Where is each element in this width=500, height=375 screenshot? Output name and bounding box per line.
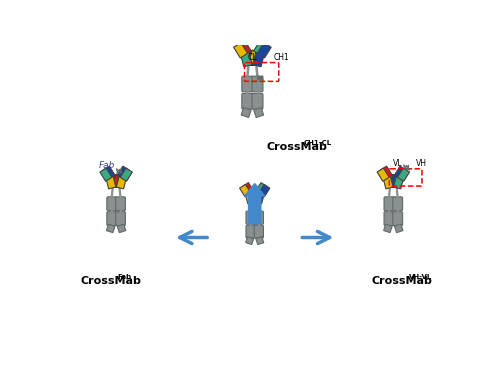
Polygon shape: [394, 177, 404, 189]
Polygon shape: [256, 237, 264, 244]
FancyBboxPatch shape: [393, 212, 402, 226]
Polygon shape: [240, 184, 251, 197]
Polygon shape: [109, 175, 119, 187]
Polygon shape: [242, 183, 254, 195]
Polygon shape: [118, 224, 126, 232]
FancyBboxPatch shape: [252, 93, 263, 109]
Polygon shape: [100, 168, 112, 181]
Polygon shape: [249, 50, 260, 64]
Text: CL: CL: [248, 53, 258, 62]
Polygon shape: [254, 40, 268, 56]
FancyBboxPatch shape: [116, 212, 126, 226]
Polygon shape: [248, 190, 258, 202]
Polygon shape: [252, 53, 264, 67]
FancyBboxPatch shape: [254, 225, 264, 238]
FancyBboxPatch shape: [107, 197, 117, 211]
Polygon shape: [257, 43, 271, 58]
Polygon shape: [234, 43, 247, 58]
Polygon shape: [398, 168, 409, 181]
FancyBboxPatch shape: [246, 225, 255, 238]
FancyBboxPatch shape: [242, 76, 253, 92]
Polygon shape: [384, 224, 392, 232]
Polygon shape: [246, 192, 254, 204]
Text: CH1: CH1: [273, 53, 289, 62]
Text: CrossMab: CrossMab: [80, 276, 142, 286]
FancyBboxPatch shape: [252, 76, 263, 92]
FancyBboxPatch shape: [254, 211, 264, 224]
Polygon shape: [394, 166, 406, 179]
Text: Fab: Fab: [98, 161, 115, 170]
Polygon shape: [116, 177, 126, 189]
FancyBboxPatch shape: [116, 197, 126, 211]
Polygon shape: [255, 192, 264, 204]
FancyBboxPatch shape: [242, 93, 253, 109]
Text: CH1-CL: CH1-CL: [303, 141, 332, 147]
FancyBboxPatch shape: [246, 211, 255, 224]
Polygon shape: [106, 224, 115, 232]
Polygon shape: [237, 40, 251, 56]
Polygon shape: [254, 108, 264, 117]
Polygon shape: [377, 168, 389, 181]
FancyBboxPatch shape: [384, 197, 394, 211]
FancyArrow shape: [244, 184, 264, 224]
Polygon shape: [244, 50, 256, 64]
Polygon shape: [390, 175, 400, 187]
Polygon shape: [252, 190, 261, 202]
Polygon shape: [113, 175, 123, 187]
Polygon shape: [394, 224, 403, 232]
Polygon shape: [256, 183, 267, 195]
FancyBboxPatch shape: [384, 212, 394, 226]
Polygon shape: [383, 177, 393, 189]
Polygon shape: [117, 166, 129, 179]
Polygon shape: [386, 175, 396, 187]
Text: CrossMab: CrossMab: [266, 142, 327, 152]
Text: VL: VL: [392, 159, 402, 168]
Polygon shape: [258, 184, 270, 197]
Polygon shape: [380, 166, 392, 179]
Polygon shape: [120, 168, 132, 181]
Polygon shape: [241, 108, 251, 117]
Text: VH-VL: VH-VL: [408, 274, 432, 280]
Polygon shape: [103, 166, 115, 179]
Polygon shape: [106, 177, 116, 189]
Polygon shape: [240, 53, 252, 67]
FancyBboxPatch shape: [107, 212, 117, 226]
Polygon shape: [246, 237, 254, 244]
FancyBboxPatch shape: [393, 197, 402, 211]
Text: Fab: Fab: [118, 274, 132, 280]
Text: VH: VH: [416, 159, 428, 168]
Text: CrossMab: CrossMab: [372, 276, 432, 286]
